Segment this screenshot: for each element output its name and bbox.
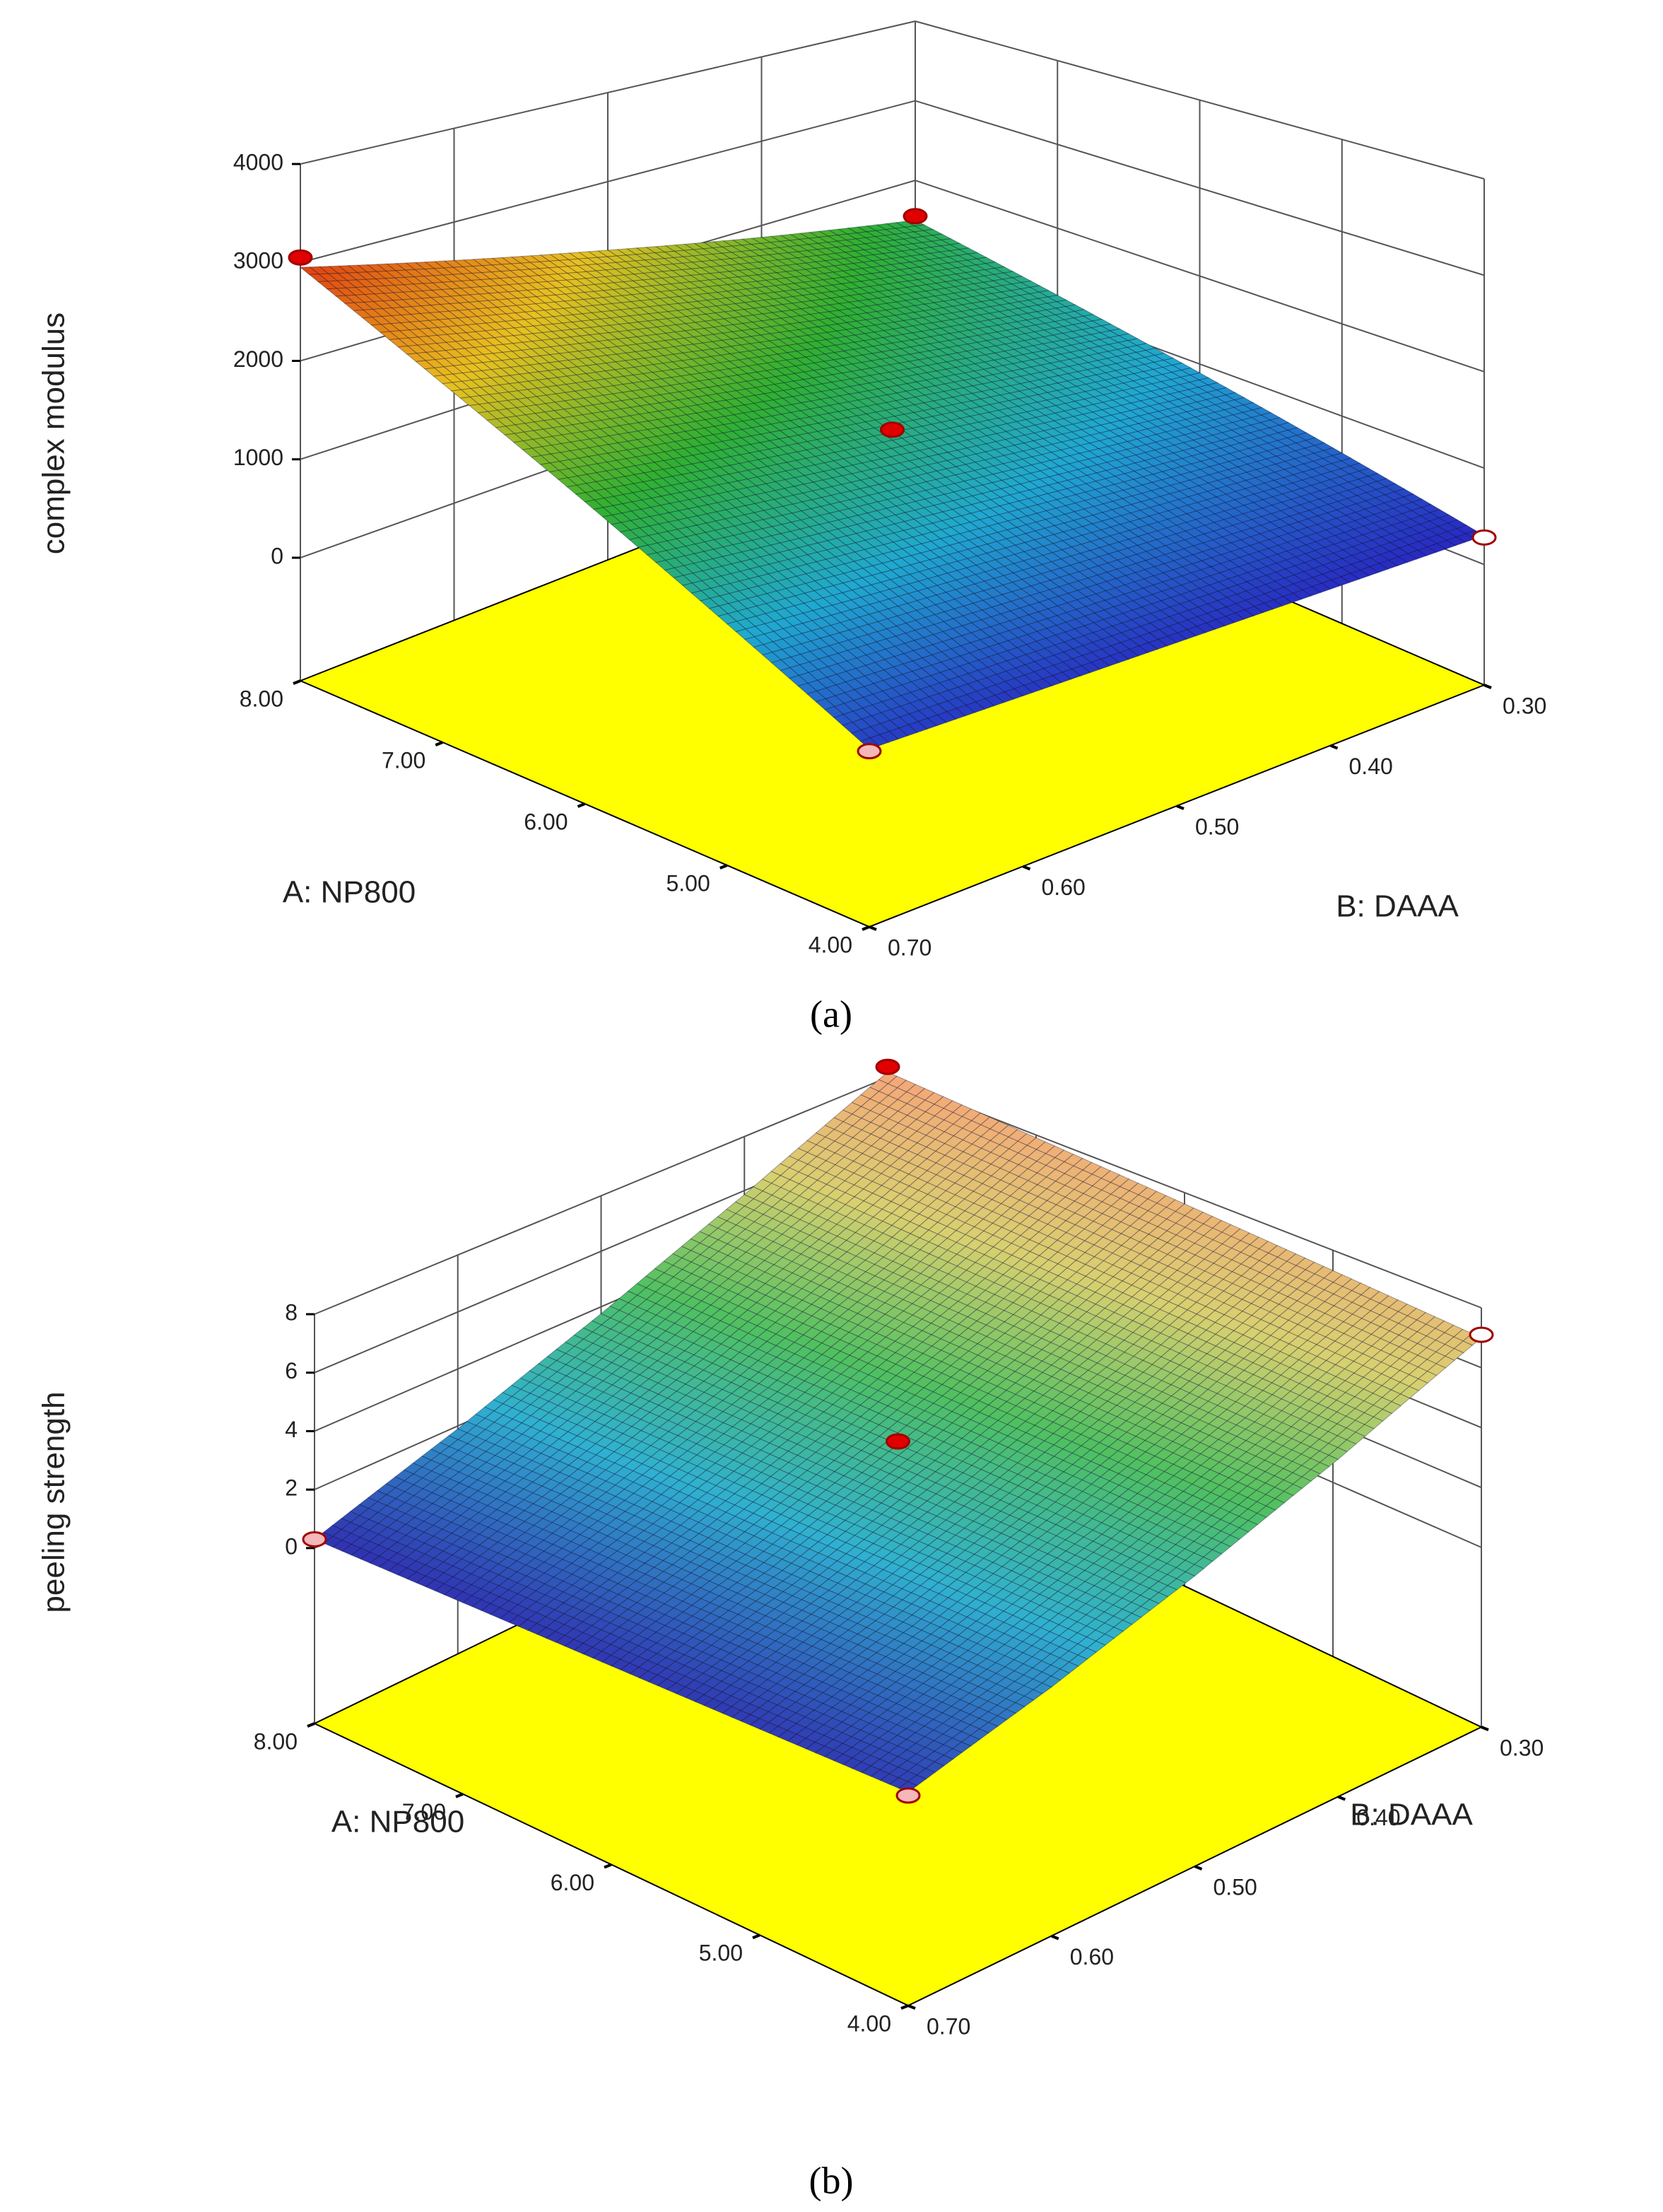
y-tick: [1194, 1865, 1203, 1871]
z-tick-label: 1000: [233, 445, 283, 470]
x-tick-label: 6.00: [524, 809, 568, 834]
z-tick-label: 6: [285, 1358, 298, 1383]
y-tick-label: 0.30: [1503, 693, 1546, 718]
x-tick: [862, 925, 870, 931]
x-tick-label: 8.00: [240, 686, 283, 711]
z-tick-label: 3000: [233, 248, 283, 274]
y-tick-label: 0.70: [927, 2013, 970, 2039]
y-axis-title: B: DAAA: [1336, 889, 1459, 924]
y-tick-label: 0.50: [1195, 814, 1239, 839]
z-tick-label: 8: [285, 1299, 298, 1325]
y-tick-label: 0.60: [1070, 1944, 1114, 1970]
y-tick: [1329, 744, 1339, 750]
x-tick: [752, 1933, 760, 1940]
x-tick-label: 8.00: [254, 1728, 298, 1754]
design-point: [288, 249, 313, 266]
z-tick-label: 4: [285, 1417, 298, 1442]
z-tick-label: 2000: [233, 346, 283, 372]
x-tick: [577, 802, 586, 808]
y-tick: [1337, 1795, 1346, 1801]
x-axis-title: A: NP800: [283, 875, 416, 910]
z-tick-label: 0: [271, 543, 283, 568]
z-axis-title: complex modulus: [37, 312, 71, 554]
x-tick: [435, 741, 443, 747]
x-tick: [719, 864, 728, 870]
x-tick: [900, 2004, 909, 2010]
z-tick-label: 4000: [233, 149, 283, 175]
y-tick-label: 0.30: [1500, 1735, 1544, 1760]
x-tick: [604, 1863, 612, 1869]
design-point: [1471, 529, 1497, 546]
x-tick-label: 5.00: [666, 870, 710, 896]
x-tick: [307, 1722, 315, 1728]
design-point: [880, 421, 905, 438]
y-tick: [1481, 1726, 1489, 1731]
y-tick: [1483, 684, 1492, 689]
y-tick-label: 0.50: [1214, 1874, 1257, 1900]
y-tick: [1176, 804, 1185, 810]
y-tick: [1022, 865, 1031, 871]
z-tick-label: 0: [285, 1533, 298, 1559]
caption: (a): [810, 993, 852, 1035]
y-tick: [1051, 1934, 1059, 1941]
x-tick-label: 4.00: [847, 2011, 891, 2036]
z-tick-label: 2: [285, 1475, 298, 1501]
x-tick-label: 4.00: [809, 932, 852, 957]
x-tick-label: 5.00: [699, 1941, 743, 1966]
y-tick-label: 0.60: [1042, 874, 1086, 900]
x-tick-label: 6.00: [551, 1870, 594, 1895]
x-tick-label: 7.00: [382, 747, 425, 773]
y-tick: [907, 2004, 916, 2010]
y-tick: [869, 925, 877, 931]
design-point: [903, 208, 928, 225]
design-point: [857, 743, 882, 760]
y-tick-label: 0.70: [888, 935, 932, 960]
x-tick: [455, 1792, 464, 1798]
x-tick: [293, 679, 301, 685]
y-tick-label: 0.40: [1349, 754, 1393, 779]
